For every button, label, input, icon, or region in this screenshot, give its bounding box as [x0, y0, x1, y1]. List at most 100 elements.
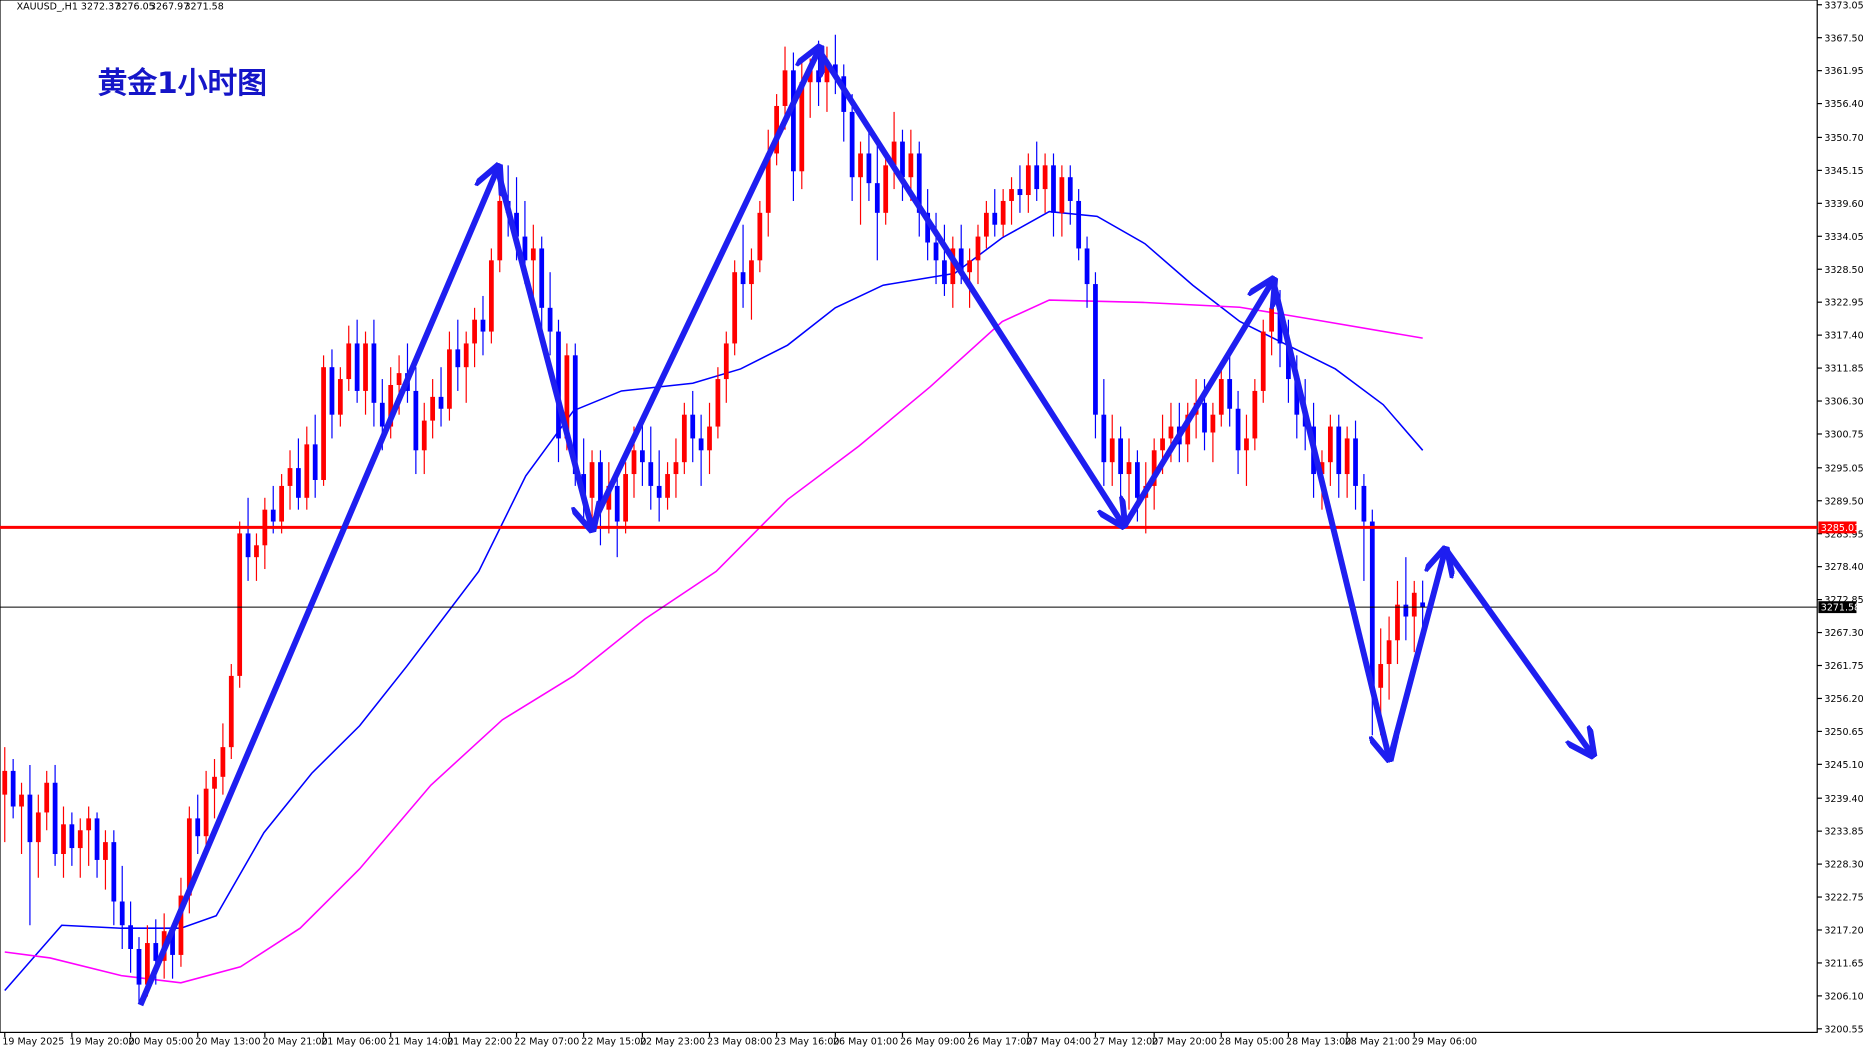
y-tick-label: 3272.85: [1824, 595, 1863, 606]
x-tick-label: 22 May 23:00: [640, 1036, 705, 1047]
arrow: [1387, 552, 1445, 760]
candle-body: [539, 248, 545, 308]
y-tick-label: 3345.15: [1824, 166, 1863, 177]
candle-body: [640, 450, 645, 463]
candle-body: [606, 485, 612, 510]
candle-body: [1109, 438, 1115, 463]
arrow: [1443, 547, 1591, 753]
y-tick-label: 3350.70: [1824, 133, 1863, 144]
candle-body: [522, 236, 528, 261]
candle-body: [757, 212, 763, 261]
candle-body: [1168, 426, 1174, 439]
x-tick-label: 20 May 13:00: [195, 1036, 260, 1047]
candle-body: [925, 212, 931, 243]
candle-body: [1353, 438, 1358, 486]
candle-body: [916, 153, 922, 213]
candle-body: [715, 379, 721, 427]
y-tick-label: 3306.30: [1824, 397, 1863, 408]
candle-body: [1411, 592, 1417, 617]
candle-body: [388, 384, 394, 427]
candle-body: [119, 901, 125, 926]
candle-body: [1244, 438, 1249, 451]
candle-body: [1051, 165, 1056, 213]
candle-body: [86, 818, 92, 831]
candle-body: [858, 153, 863, 178]
x-tick-label: 26 May 17:00: [967, 1036, 1032, 1047]
candle-body: [975, 236, 981, 261]
y-tick-label: 3233.85: [1824, 827, 1863, 838]
candle-body: [186, 818, 192, 896]
candle-body: [488, 260, 494, 332]
candle-body: [656, 485, 662, 498]
y-tick-label: 3322.95: [1824, 298, 1863, 309]
candle-body: [1059, 177, 1065, 213]
candle-body: [438, 396, 444, 409]
candle-body: [1235, 408, 1241, 451]
x-tick-label: 27 May 12:00: [1093, 1036, 1158, 1047]
candle-body: [933, 242, 939, 261]
candle-body: [900, 141, 905, 178]
x-tick-label: 28 May 21:00: [1345, 1036, 1410, 1047]
candle-body: [1025, 165, 1031, 196]
candle-body: [354, 343, 360, 391]
candle-body: [145, 943, 150, 985]
candle-body: [35, 812, 41, 843]
candle-body: [170, 931, 175, 955]
candle-body: [153, 943, 159, 961]
x-tick-label: 19 May 20:00: [69, 1036, 134, 1047]
candle-body: [1227, 379, 1233, 409]
candle-body: [346, 343, 352, 380]
symbol: XAUUSD_,H1: [17, 2, 78, 13]
y-tick-label: 3239.40: [1824, 794, 1863, 805]
candle-body: [967, 260, 972, 273]
candle-body: [732, 272, 738, 344]
candle-body: [463, 343, 469, 368]
y-tick-label: 3300.75: [1824, 430, 1863, 441]
candle-body: [480, 319, 486, 332]
arrow: [1122, 282, 1273, 528]
arrow: [588, 50, 818, 529]
candle-body: [220, 747, 226, 777]
y-tick-label: 3289.50: [1824, 496, 1863, 507]
x-tick-label: 23 May 08:00: [707, 1036, 772, 1047]
candle-body: [1202, 402, 1207, 433]
candle-body: [304, 444, 310, 498]
candle-body: [371, 343, 377, 403]
candle-body: [749, 260, 754, 285]
candle-body: [111, 842, 117, 902]
y-tick-label: 3217.20: [1824, 926, 1863, 937]
candle-body: [287, 468, 293, 486]
arrow: [137, 169, 497, 1007]
annotation-arrows: [137, 50, 1591, 1007]
candle-body: [77, 830, 83, 849]
candle-body: [228, 675, 234, 748]
x-tick-label: 28 May 13:00: [1286, 1036, 1351, 1047]
candle-body: [396, 373, 402, 385]
candle-body: [992, 212, 998, 225]
candle-body: [1118, 438, 1123, 475]
y-tick-label: 3206.10: [1824, 991, 1863, 1002]
candle-body: [329, 367, 335, 415]
candle-body: [1420, 602, 1426, 608]
candle-body: [1395, 604, 1400, 641]
candle-body: [1210, 414, 1216, 433]
x-tick-label: 27 May 04:00: [1026, 1036, 1091, 1047]
candle-body: [1294, 379, 1300, 415]
candle-body: [27, 794, 33, 843]
candle-body: [10, 770, 16, 807]
candle-body: [874, 183, 880, 213]
y-tick-label: 3367.50: [1824, 33, 1863, 44]
candle-body: [312, 444, 318, 480]
candle-body: [866, 153, 872, 184]
candle-body: [44, 782, 50, 813]
y-tick-label: 3334.05: [1824, 232, 1863, 243]
y-tick-label: 3245.10: [1824, 760, 1863, 771]
candle-body: [908, 153, 914, 178]
candle-body: [379, 402, 385, 427]
candle-body: [1076, 200, 1082, 249]
candle-body: [665, 474, 670, 498]
x-tick-label: 29 May 06:00: [1412, 1036, 1477, 1047]
candle-body: [681, 414, 687, 463]
candle-body: [707, 426, 712, 451]
